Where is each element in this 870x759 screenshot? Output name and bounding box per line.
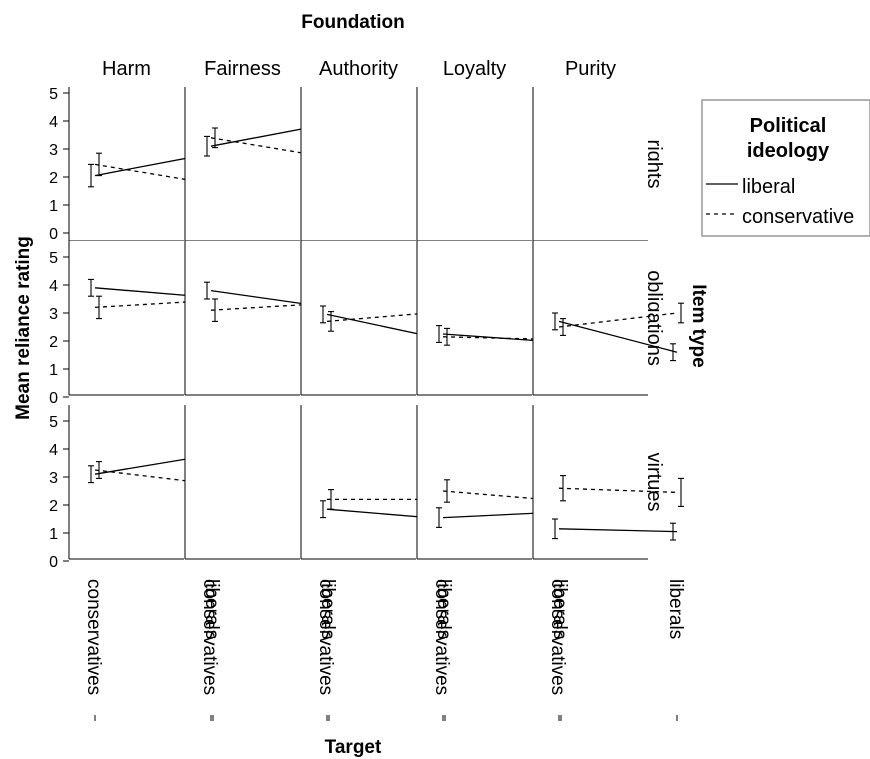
panel-virtues-fairness	[184, 405, 300, 560]
row-header-virtues: virtues	[643, 453, 665, 512]
panel-rights-loyalty	[416, 87, 532, 242]
y-tick-label: 5	[49, 86, 58, 103]
y-tick-label: 1	[49, 362, 58, 379]
x-tick-label-conservatives: conservatives	[199, 579, 220, 695]
panel-obligations-purity	[532, 241, 684, 396]
row-facet-axis-label: Item type	[688, 284, 709, 367]
panel-obligations-fairness	[184, 241, 336, 396]
series-line-liberal	[558, 528, 678, 533]
legend-label-conservative: conservative	[742, 206, 854, 228]
row-facet-headers: rights obligations virtues	[643, 140, 665, 512]
panel-background	[301, 405, 416, 559]
panel-virtues-harm	[68, 405, 220, 560]
panel-background	[533, 405, 648, 559]
x-tick-label-liberals: liberals	[549, 579, 570, 639]
panel-background	[417, 405, 532, 559]
series-line-liberal	[558, 320, 678, 353]
y-tick-label: 3	[49, 142, 58, 159]
column-facet-headers: Harm Fairness Authority Loyalty Purity	[102, 58, 616, 80]
panel-background	[185, 241, 300, 395]
panel-background	[69, 87, 184, 241]
series-line-conservative	[558, 487, 678, 494]
x-tick-label-liberals: liberals	[665, 579, 686, 639]
x-tick-label-conservatives: conservatives	[431, 579, 452, 695]
y-tick-label: 4	[49, 278, 58, 295]
y-tick-label: 0	[49, 226, 58, 243]
y-axes: 0 1 2 3 4 5 0 1 2 3 4 5 0 1 2 3 4 5	[49, 86, 69, 571]
x-tick-label-liberals: liberals	[317, 579, 338, 639]
panel-background	[417, 87, 532, 241]
panel-virtues-loyalty	[416, 405, 568, 560]
x-tick-label-liberals: liberals	[433, 579, 454, 639]
chart-panels	[68, 87, 684, 560]
y-axis-label: Mean reliance rating	[13, 236, 34, 420]
panel-virtues-purity	[532, 405, 684, 560]
x-axis-label: Target	[325, 737, 382, 758]
legend-title-line-1: Political	[750, 115, 827, 137]
y-tick-label: 5	[49, 250, 58, 267]
y-tick-label: 2	[49, 498, 58, 515]
panel-background	[417, 241, 532, 395]
chart-title: Foundation	[301, 12, 404, 33]
y-tick-label: 1	[49, 526, 58, 543]
panel-virtues-authority	[300, 405, 452, 560]
panel-rights-purity	[532, 87, 648, 242]
legend: Political ideology liberal conservative	[701, 99, 870, 237]
panel-background	[533, 241, 648, 395]
legend-title-line-2: ideology	[747, 140, 830, 162]
facet-header-loyalty: Loyalty	[443, 58, 506, 80]
row-header-rights: rights	[643, 140, 665, 189]
legend-label-liberal: liberal	[742, 176, 795, 198]
y-tick-label: 2	[49, 334, 58, 351]
legend-box	[701, 99, 870, 237]
panel-background	[301, 87, 416, 241]
panel-background	[533, 87, 648, 241]
panel-background	[301, 241, 416, 395]
y-tick-label: 4	[49, 442, 58, 459]
panel-background	[185, 87, 300, 241]
panel-obligations-harm	[68, 241, 220, 396]
y-tick-label: 0	[49, 554, 58, 571]
y-tick-label: 5	[49, 414, 58, 431]
facet-header-harm: Harm	[102, 58, 151, 80]
y-tick-label: 4	[49, 114, 58, 131]
panel-background	[69, 241, 184, 395]
panel-background	[69, 405, 184, 559]
facet-header-purity: Purity	[565, 58, 616, 80]
y-tick-label: 3	[49, 470, 58, 487]
facet-header-authority: Authority	[319, 58, 398, 80]
y-tick-label: 2	[49, 170, 58, 187]
x-tick-label-liberals: liberals	[201, 579, 222, 639]
x-tick-label-conservatives: conservatives	[547, 579, 568, 695]
x-tick-label-conservatives: conservatives	[315, 579, 336, 695]
x-tick-label-conservatives: conservatives	[83, 579, 104, 695]
y-tick-label: 1	[49, 198, 58, 215]
series-line-conservative	[558, 312, 678, 328]
panel-rights-authority	[300, 87, 416, 242]
panel-obligations-loyalty	[416, 241, 568, 396]
y-tick-label: 0	[49, 390, 58, 407]
panel-background	[185, 405, 300, 559]
row-header-obligations: obligations	[643, 270, 665, 366]
facet-header-fairness: Fairness	[204, 58, 281, 80]
panel-rights-harm	[68, 87, 220, 242]
y-tick-label: 3	[49, 306, 58, 323]
